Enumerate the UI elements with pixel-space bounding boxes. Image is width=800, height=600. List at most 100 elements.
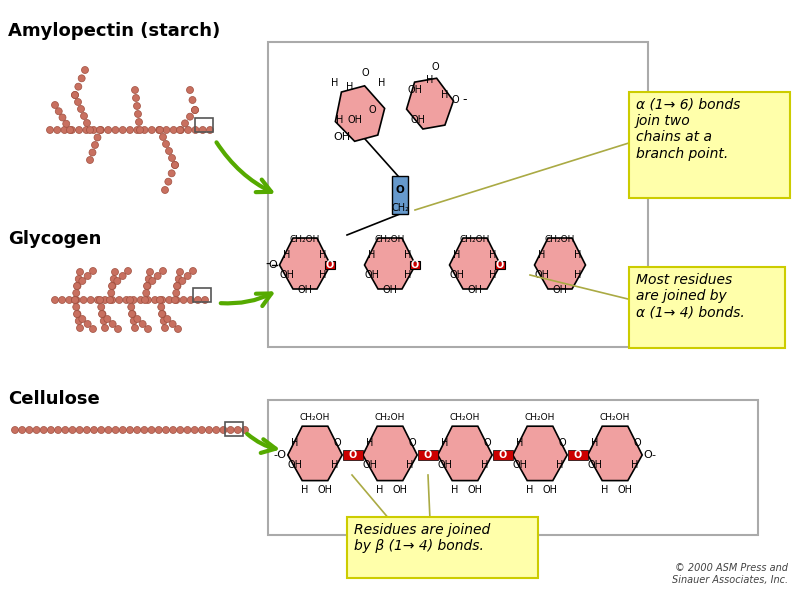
Circle shape <box>159 311 166 317</box>
Circle shape <box>74 311 81 317</box>
Circle shape <box>123 296 130 304</box>
Text: O: O <box>333 438 341 448</box>
Circle shape <box>160 317 167 325</box>
Text: OH: OH <box>334 132 350 142</box>
Polygon shape <box>342 450 362 460</box>
Circle shape <box>171 296 178 304</box>
Circle shape <box>76 427 83 433</box>
Circle shape <box>84 320 91 328</box>
Circle shape <box>184 272 191 280</box>
Text: H: H <box>556 460 564 470</box>
Circle shape <box>119 272 126 280</box>
Circle shape <box>166 296 173 304</box>
Circle shape <box>66 127 74 133</box>
Circle shape <box>71 91 78 98</box>
Circle shape <box>59 114 66 121</box>
Circle shape <box>186 86 194 94</box>
Text: H: H <box>368 250 376 260</box>
Text: OH: OH <box>438 460 453 470</box>
Text: CH₂OH: CH₂OH <box>290 235 320 245</box>
Circle shape <box>125 268 131 275</box>
Text: -: - <box>266 258 270 272</box>
Text: H: H <box>454 250 461 260</box>
FancyBboxPatch shape <box>629 92 790 198</box>
Circle shape <box>148 127 155 133</box>
Text: Most residues
are joined by
α (1→ 4) bonds.: Most residues are joined by α (1→ 4) bon… <box>636 273 745 319</box>
Text: H: H <box>631 460 638 470</box>
Circle shape <box>111 269 118 275</box>
Text: H: H <box>591 438 598 448</box>
Circle shape <box>114 277 121 284</box>
Text: -: - <box>462 94 467 107</box>
Circle shape <box>143 283 150 289</box>
Text: H: H <box>490 250 497 260</box>
Circle shape <box>75 317 82 325</box>
Text: Glycogen: Glycogen <box>8 230 102 248</box>
Text: H: H <box>331 78 338 88</box>
Circle shape <box>146 269 154 275</box>
Text: OH: OH <box>467 285 482 295</box>
Circle shape <box>151 296 158 304</box>
Polygon shape <box>418 450 438 460</box>
Polygon shape <box>513 426 567 481</box>
Circle shape <box>83 127 90 133</box>
Circle shape <box>206 127 214 133</box>
Text: H: H <box>404 270 412 280</box>
Circle shape <box>190 268 197 275</box>
Text: OH: OH <box>553 285 567 295</box>
Text: O: O <box>558 438 566 448</box>
FancyBboxPatch shape <box>629 267 785 348</box>
Polygon shape <box>567 450 587 460</box>
Circle shape <box>158 311 166 317</box>
Circle shape <box>174 283 181 289</box>
Text: OH: OH <box>542 485 558 495</box>
Circle shape <box>100 317 107 325</box>
Text: H: H <box>331 460 338 470</box>
Circle shape <box>206 427 213 433</box>
Text: CH₂OH: CH₂OH <box>450 413 480 421</box>
Polygon shape <box>493 450 513 460</box>
Circle shape <box>148 427 155 433</box>
Circle shape <box>163 127 170 133</box>
Circle shape <box>18 427 26 433</box>
Text: H: H <box>451 485 458 495</box>
Circle shape <box>159 133 166 140</box>
Circle shape <box>126 296 134 304</box>
Circle shape <box>155 127 162 133</box>
Circle shape <box>191 107 198 113</box>
Circle shape <box>77 269 83 275</box>
Text: O-: O- <box>643 450 657 460</box>
Bar <box>325 261 334 269</box>
Circle shape <box>105 127 112 133</box>
Circle shape <box>75 275 82 283</box>
Circle shape <box>141 427 148 433</box>
Circle shape <box>54 127 61 133</box>
Circle shape <box>62 120 70 127</box>
Circle shape <box>109 320 116 328</box>
Circle shape <box>51 101 58 109</box>
Bar <box>410 261 419 269</box>
Circle shape <box>168 170 175 177</box>
Circle shape <box>90 325 97 332</box>
Circle shape <box>173 289 180 296</box>
Text: OH: OH <box>365 270 379 280</box>
Text: H: H <box>378 78 386 88</box>
Circle shape <box>162 427 170 433</box>
Circle shape <box>98 427 105 433</box>
Circle shape <box>112 427 119 433</box>
Circle shape <box>112 127 119 133</box>
Polygon shape <box>279 238 330 289</box>
Circle shape <box>104 316 111 323</box>
Circle shape <box>133 94 139 101</box>
Circle shape <box>74 283 81 289</box>
Polygon shape <box>363 426 418 481</box>
Text: H: H <box>442 90 449 100</box>
Circle shape <box>155 427 162 433</box>
Text: OH: OH <box>287 460 302 470</box>
Circle shape <box>162 187 169 193</box>
Circle shape <box>158 296 166 304</box>
Circle shape <box>134 316 141 323</box>
Text: -O: -O <box>274 450 286 460</box>
Circle shape <box>177 127 183 133</box>
Text: H: H <box>526 485 534 495</box>
